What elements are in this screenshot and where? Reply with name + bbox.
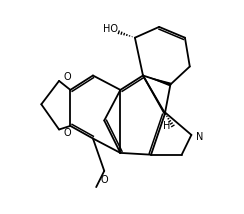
Text: HO: HO xyxy=(103,24,118,34)
Text: O: O xyxy=(64,128,71,138)
Text: N: N xyxy=(196,132,203,142)
Polygon shape xyxy=(143,76,171,86)
Text: O: O xyxy=(101,175,108,185)
Text: H: H xyxy=(163,121,170,131)
Text: O: O xyxy=(64,72,71,82)
